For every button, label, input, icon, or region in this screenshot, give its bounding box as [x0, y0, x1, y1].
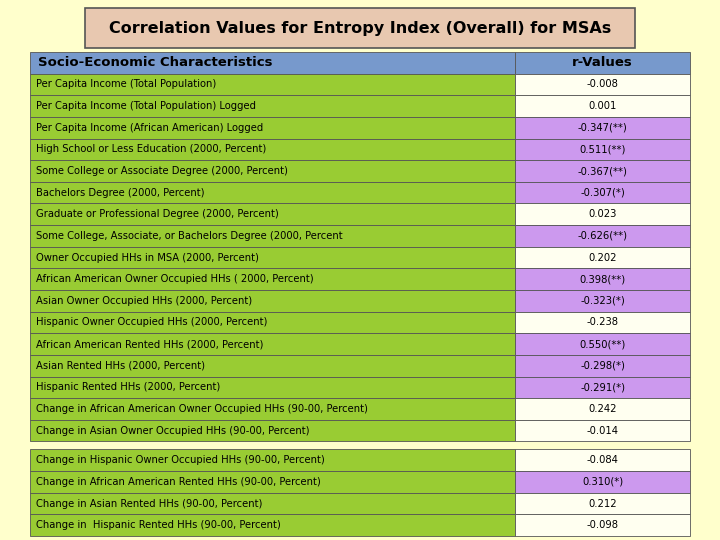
Bar	[30, 312, 515, 333]
Bar	[30, 160, 515, 182]
Bar	[515, 182, 690, 204]
Bar	[30, 333, 515, 355]
Bar	[30, 182, 515, 204]
Bar	[515, 95, 690, 117]
Bar	[515, 73, 690, 95]
Bar	[30, 420, 515, 442]
Bar	[515, 160, 690, 182]
Text: Socio-Economic Characteristics: Socio-Economic Characteristics	[38, 56, 272, 69]
Text: Some College or Associate Degree (2000, Percent): Some College or Associate Degree (2000, …	[36, 166, 288, 176]
Text: 0.398(**): 0.398(**)	[580, 274, 626, 284]
Text: Graduate or Professional Degree (2000, Percent): Graduate or Professional Degree (2000, P…	[36, 210, 279, 219]
Bar	[515, 376, 690, 398]
Text: 0.511(**): 0.511(**)	[580, 144, 626, 154]
Bar	[30, 225, 515, 247]
Bar	[515, 355, 690, 376]
Bar	[515, 471, 690, 492]
Bar	[30, 471, 515, 492]
Bar	[30, 355, 515, 376]
Bar	[30, 515, 515, 536]
Text: Hispanic Owner Occupied HHs (2000, Percent): Hispanic Owner Occupied HHs (2000, Perce…	[36, 318, 267, 327]
Text: 0.310(*): 0.310(*)	[582, 477, 623, 487]
Text: Change in Hispanic Owner Occupied HHs (90-00, Percent): Change in Hispanic Owner Occupied HHs (9…	[36, 455, 325, 465]
Bar	[30, 247, 515, 268]
Text: -0.307(*): -0.307(*)	[580, 187, 625, 198]
Text: Change in African American Rented HHs (90-00, Percent): Change in African American Rented HHs (9…	[36, 477, 320, 487]
Bar	[515, 225, 690, 247]
Text: African American Rented HHs (2000, Percent): African American Rented HHs (2000, Perce…	[36, 339, 264, 349]
Bar	[515, 312, 690, 333]
Text: Change in Asian Rented HHs (90-00, Percent): Change in Asian Rented HHs (90-00, Perce…	[36, 498, 262, 509]
Text: High School or Less Education (2000, Percent): High School or Less Education (2000, Per…	[36, 144, 266, 154]
Text: 0.023: 0.023	[588, 210, 617, 219]
Bar	[515, 420, 690, 442]
Text: 0.202: 0.202	[588, 253, 617, 262]
Bar	[515, 492, 690, 515]
Bar	[30, 492, 515, 515]
Bar	[515, 449, 690, 471]
Text: 0.242: 0.242	[588, 404, 617, 414]
Text: Asian Rented HHs (2000, Percent): Asian Rented HHs (2000, Percent)	[36, 361, 205, 371]
Text: Change in African American Owner Occupied HHs (90-00, Percent): Change in African American Owner Occupie…	[36, 404, 368, 414]
Bar	[30, 398, 515, 420]
Text: -0.084: -0.084	[587, 455, 618, 465]
Text: -0.291(*): -0.291(*)	[580, 382, 625, 393]
Text: -0.298(*): -0.298(*)	[580, 361, 625, 371]
Bar	[85, 8, 635, 48]
Bar	[515, 333, 690, 355]
Text: 0.212: 0.212	[588, 498, 617, 509]
Text: Bachelors Degree (2000, Percent): Bachelors Degree (2000, Percent)	[36, 187, 204, 198]
Text: Change in  Hispanic Rented HHs (90-00, Percent): Change in Hispanic Rented HHs (90-00, Pe…	[36, 520, 281, 530]
Bar	[515, 52, 690, 73]
Text: African American Owner Occupied HHs ( 2000, Percent): African American Owner Occupied HHs ( 20…	[36, 274, 314, 284]
Text: 0.001: 0.001	[588, 101, 617, 111]
Text: Some College, Associate, or Bachelors Degree (2000, Percent: Some College, Associate, or Bachelors De…	[36, 231, 343, 241]
Bar	[515, 398, 690, 420]
Text: Owner Occupied HHs in MSA (2000, Percent): Owner Occupied HHs in MSA (2000, Percent…	[36, 253, 259, 262]
Text: Hispanic Rented HHs (2000, Percent): Hispanic Rented HHs (2000, Percent)	[36, 382, 220, 393]
Bar	[30, 73, 515, 95]
Text: Asian Owner Occupied HHs (2000, Percent): Asian Owner Occupied HHs (2000, Percent)	[36, 296, 252, 306]
Text: -0.367(**): -0.367(**)	[577, 166, 628, 176]
Text: -0.008: -0.008	[587, 79, 618, 90]
Text: 0.550(**): 0.550(**)	[580, 339, 626, 349]
Text: -0.014: -0.014	[587, 426, 618, 436]
Text: -0.626(**): -0.626(**)	[577, 231, 628, 241]
Text: Correlation Values for Entropy Index (Overall) for MSAs: Correlation Values for Entropy Index (Ov…	[109, 21, 611, 36]
Bar	[30, 268, 515, 290]
Bar	[515, 247, 690, 268]
Bar	[30, 139, 515, 160]
Bar	[515, 268, 690, 290]
Bar	[30, 117, 515, 139]
Text: -0.347(**): -0.347(**)	[577, 123, 627, 133]
Bar	[30, 95, 515, 117]
Text: Per Capita Income (Total Population) Logged: Per Capita Income (Total Population) Log…	[36, 101, 256, 111]
Text: -0.238: -0.238	[587, 318, 618, 327]
Bar	[515, 515, 690, 536]
Text: -0.323(*): -0.323(*)	[580, 296, 625, 306]
Bar	[515, 139, 690, 160]
Bar	[30, 52, 515, 73]
Bar	[515, 290, 690, 312]
Text: r-Values: r-Values	[572, 56, 633, 69]
Bar	[30, 204, 515, 225]
Bar	[30, 376, 515, 398]
Bar	[515, 204, 690, 225]
Text: -0.098: -0.098	[587, 520, 618, 530]
Text: Change in Asian Owner Occupied HHs (90-00, Percent): Change in Asian Owner Occupied HHs (90-0…	[36, 426, 310, 436]
Bar	[30, 290, 515, 312]
Text: Per Capita Income (African American) Logged: Per Capita Income (African American) Log…	[36, 123, 264, 133]
Bar	[515, 117, 690, 139]
Bar	[30, 449, 515, 471]
Text: Per Capita Income (Total Population): Per Capita Income (Total Population)	[36, 79, 216, 90]
